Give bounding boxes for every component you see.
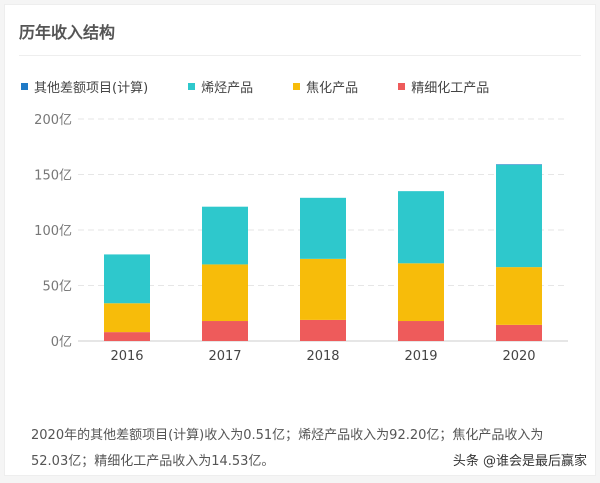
y-tick-label: 0亿 (51, 335, 72, 350)
divider (19, 55, 581, 56)
x-tick-label: 2016 (110, 349, 143, 364)
bar-segment (202, 321, 248, 341)
bar-segment (496, 324, 542, 341)
legend-swatch (398, 83, 406, 90)
y-tick-label: 50亿 (42, 280, 72, 295)
y-tick-label: 200亿 (34, 113, 72, 128)
legend-item-other[interactable]: 其他差额项目(计算) (21, 77, 148, 96)
bar-segment (202, 206, 248, 265)
bar-segment (202, 264, 248, 322)
y-tick-label: 100亿 (34, 224, 72, 239)
bar-segment (104, 254, 150, 304)
x-tick-label: 2018 (306, 349, 339, 364)
bar-segment (300, 319, 346, 341)
legend-swatch (293, 83, 301, 90)
legend-swatch (188, 83, 196, 90)
legend-swatch (21, 83, 28, 90)
x-tick-label: 2019 (404, 349, 437, 364)
legend-item-coking[interactable]: 焦化产品 (293, 77, 358, 96)
bar-segment (104, 303, 150, 333)
legend-label: 烯烃产品 (201, 81, 254, 96)
bar-segment (300, 197, 346, 259)
bar-segment (398, 321, 444, 341)
bar-segment (398, 191, 444, 264)
legend-label: 焦化产品 (306, 81, 359, 96)
legend: 其他差额项目(计算) 烯烃产品 焦化产品 精细化工产品 (21, 77, 529, 96)
bar-segment (496, 267, 542, 325)
bar-segment (300, 258, 346, 320)
bar-segment (398, 263, 444, 322)
card-title: 历年收入结构 (19, 23, 116, 42)
legend-item-olefin[interactable]: 烯烃产品 (188, 77, 253, 96)
legend-item-fine-chem[interactable]: 精细化工产品 (398, 77, 489, 96)
watermark: 头条 @谁会是最后赢家 (452, 454, 587, 469)
y-tick-label: 150亿 (34, 169, 72, 184)
summary-text: 2020年的其他差额项目(计算)收入为0.51亿；烯烃产品收入为92.20亿；焦… (31, 428, 544, 469)
bar-segment (104, 332, 150, 341)
legend-label: 精细化工产品 (411, 81, 490, 96)
x-tick-label: 2017 (208, 349, 241, 364)
x-tick-label: 2020 (502, 349, 535, 364)
bar-segment (496, 164, 542, 165)
bar-segment (496, 164, 542, 268)
legend-label: 其他差额项目(计算) (34, 81, 149, 96)
